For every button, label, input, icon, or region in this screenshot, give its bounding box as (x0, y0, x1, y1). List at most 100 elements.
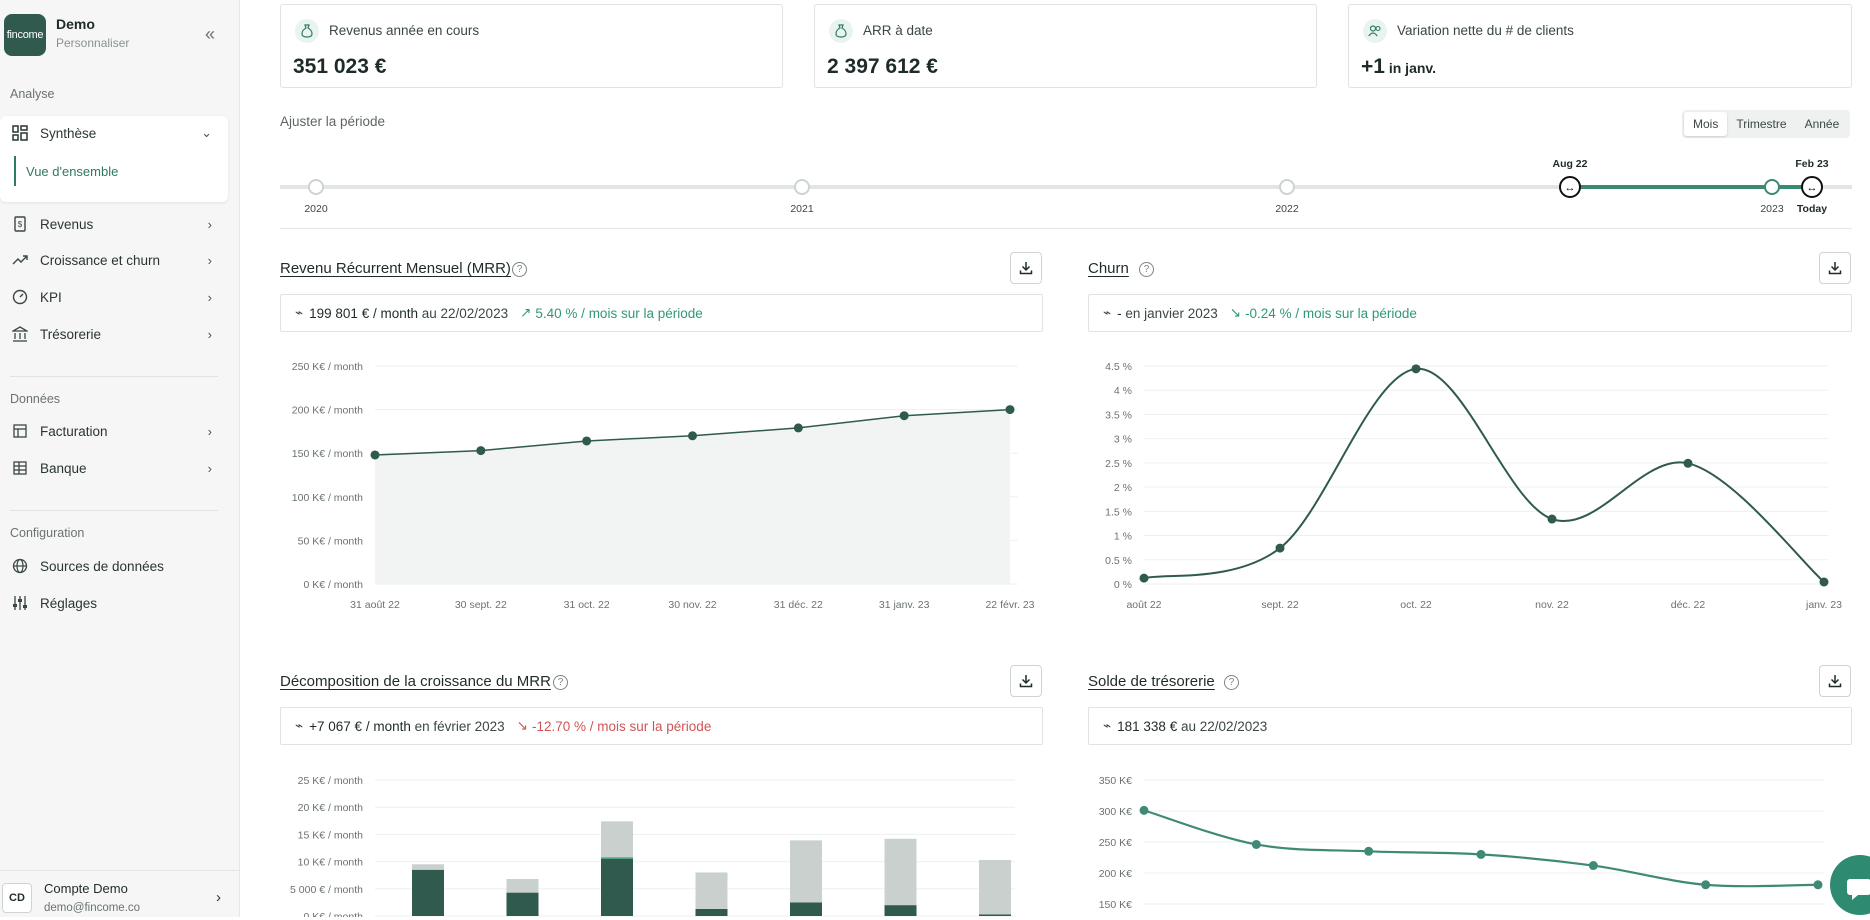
section-title-donnees: Données (10, 392, 61, 406)
customize-link[interactable]: Personnaliser (56, 36, 130, 50)
account-email: demo@fincome.co (44, 902, 141, 914)
bar-segment (790, 902, 822, 916)
y-tick-label: 20 K€ / month (298, 802, 364, 814)
x-tick-label: 22 févr. 23 (985, 599, 1034, 611)
x-tick-label: nov. 22 (1535, 599, 1569, 611)
y-tick-label: 0.5 % (1105, 555, 1132, 567)
help-icon[interactable]: ? (553, 675, 568, 690)
kpi-card-revenue: Revenus année en cours 351 023 € (280, 4, 783, 88)
y-tick-label: 1.5 % (1105, 506, 1132, 518)
x-tick-label: janv. 23 (1805, 599, 1842, 611)
sidebar-item-tresorerie[interactable]: Trésorerie › (10, 321, 220, 347)
stat-change: 5.40 % / mois sur la période (535, 305, 703, 321)
y-tick-label: 5 000 € / month (290, 884, 363, 896)
y-tick-label: 200 K€ (1099, 868, 1132, 880)
slider-handle-start[interactable]: ↔ (1559, 176, 1581, 198)
churn-title[interactable]: Churn (1088, 260, 1129, 277)
bank-icon (10, 324, 30, 344)
kpi-suffix: in janv. (1384, 60, 1437, 76)
kpi-value-text: 351 023 € (293, 55, 387, 78)
account-name: Compte Demo (44, 881, 128, 896)
period-slider[interactable]: ↔ ↔ Aug 22 Feb 23 2020 2021 2022 2023 To… (280, 140, 1852, 220)
stat-change: -12.70 % / mois sur la période (531, 718, 712, 734)
sidebar-item-reglages[interactable]: Réglages (10, 590, 220, 616)
trending-up-icon (10, 250, 30, 270)
trend-up-icon: ↗ (520, 305, 532, 320)
sidebar-item-revenus[interactable]: $ Revenus › (10, 211, 220, 237)
decomp-title[interactable]: Décomposition de la croissance du MRR (280, 673, 551, 690)
cash-title[interactable]: Solde de trésorerie (1088, 673, 1215, 690)
help-icon[interactable]: ? (1139, 262, 1154, 277)
section-title-analyse: Analyse (10, 87, 55, 101)
decomp-chart: 0 K€ / month 5 000 € / month 10 K€ / month… (290, 775, 1015, 917)
chevron-down-icon: ⌄ (201, 125, 212, 140)
download-button[interactable] (1010, 665, 1042, 697)
slider-tick-2022[interactable] (1279, 179, 1295, 195)
data-point (1683, 458, 1693, 468)
chevron-right-icon: › (207, 216, 212, 232)
x-tick-label: 31 déc. 22 (774, 599, 823, 611)
download-button[interactable] (1819, 665, 1851, 697)
sidebar-item-synthese[interactable]: Synthèse ⌄ (10, 120, 220, 146)
download-icon (1019, 262, 1033, 275)
bar-segment (790, 840, 822, 903)
mrr-title[interactable]: Revenu Récurrent Mensuel (MRR) (280, 260, 511, 277)
data-point (1251, 839, 1261, 849)
sliders-icon (10, 593, 30, 613)
mrr-stat: ⌁ 199 801 € / month au 22/02/2023 ↗ 5.40… (280, 294, 1043, 332)
slider-tick-2020[interactable] (308, 179, 324, 195)
pulse-icon: ⌁ (295, 718, 304, 733)
collapse-sidebar-icon[interactable]: « (205, 24, 216, 44)
y-tick-label: 2.5 % (1105, 458, 1132, 470)
bar-segment (979, 914, 1011, 916)
slider-tick-2023[interactable] (1764, 179, 1780, 195)
sidebar-item-sources[interactable]: Sources de données (10, 553, 220, 579)
help-icon[interactable]: ? (1224, 675, 1239, 690)
y-tick-label: 2 % (1114, 482, 1132, 494)
sidebar-item-label: Banque (40, 460, 87, 476)
bar-segment (506, 892, 539, 916)
kpi-value-text: +1 (1361, 55, 1385, 78)
data-point (1547, 514, 1557, 524)
chat-launcher-button[interactable] (1830, 855, 1870, 915)
slider-handle-end[interactable]: ↔ (1801, 176, 1823, 198)
svg-text:↔: ↔ (1807, 182, 1818, 194)
data-point (582, 436, 592, 446)
download-button[interactable] (1819, 252, 1851, 284)
download-button[interactable] (1010, 252, 1042, 284)
data-point (1364, 846, 1374, 856)
y-tick-label: 3.5 % (1105, 409, 1132, 421)
data-point (476, 446, 486, 456)
gauge-icon (10, 287, 30, 307)
sidebar-item-kpi[interactable]: KPI › (10, 284, 220, 310)
granularity-year[interactable]: Année (1804, 117, 1840, 131)
section-title-configuration: Configuration (10, 526, 85, 540)
sidebar-item-facturation[interactable]: Facturation › (10, 418, 220, 444)
y-tick-label: 0 % (1114, 579, 1132, 591)
year-label: 2023 (1760, 203, 1784, 215)
granularity-quarter[interactable]: Trimestre (1736, 117, 1787, 131)
divider (10, 376, 218, 377)
data-point (370, 450, 380, 460)
invoice-icon (10, 421, 30, 441)
account-menu[interactable]: CD Compte Demo demo@fincome.co › (0, 870, 240, 917)
slider-tick-2021[interactable] (794, 179, 810, 195)
divider (280, 228, 1852, 229)
svg-text:↔: ↔ (1565, 182, 1576, 194)
svg-text:$: $ (18, 220, 23, 229)
sidebar-item-label: Réglages (40, 595, 98, 611)
chevron-right-icon: › (207, 289, 212, 305)
x-tick-label: déc. 22 (1671, 599, 1706, 611)
data-point (1819, 577, 1829, 587)
sidebar-item-vue-ensemble[interactable]: Vue d'ensemble (14, 156, 118, 186)
cash-chart: 150 K€ 200 K€ 250 K€ 300 K€ 350 K€ (1099, 775, 1824, 911)
brand[interactable]: fincome Demo Personnaliser (4, 14, 228, 60)
granularity-month[interactable]: Mois (1684, 112, 1728, 136)
x-tick-label: 30 nov. 22 (668, 599, 716, 611)
sidebar-item-croissance[interactable]: Croissance et churn › (10, 247, 220, 273)
help-icon[interactable]: ? (512, 262, 527, 277)
decomp-stat: ⌁ +7 067 € / month en février 2023 ↘ -12… (280, 707, 1043, 745)
bar-segment (884, 838, 917, 906)
data-point (1411, 364, 1421, 374)
sidebar-item-banque[interactable]: Banque › (10, 455, 220, 481)
